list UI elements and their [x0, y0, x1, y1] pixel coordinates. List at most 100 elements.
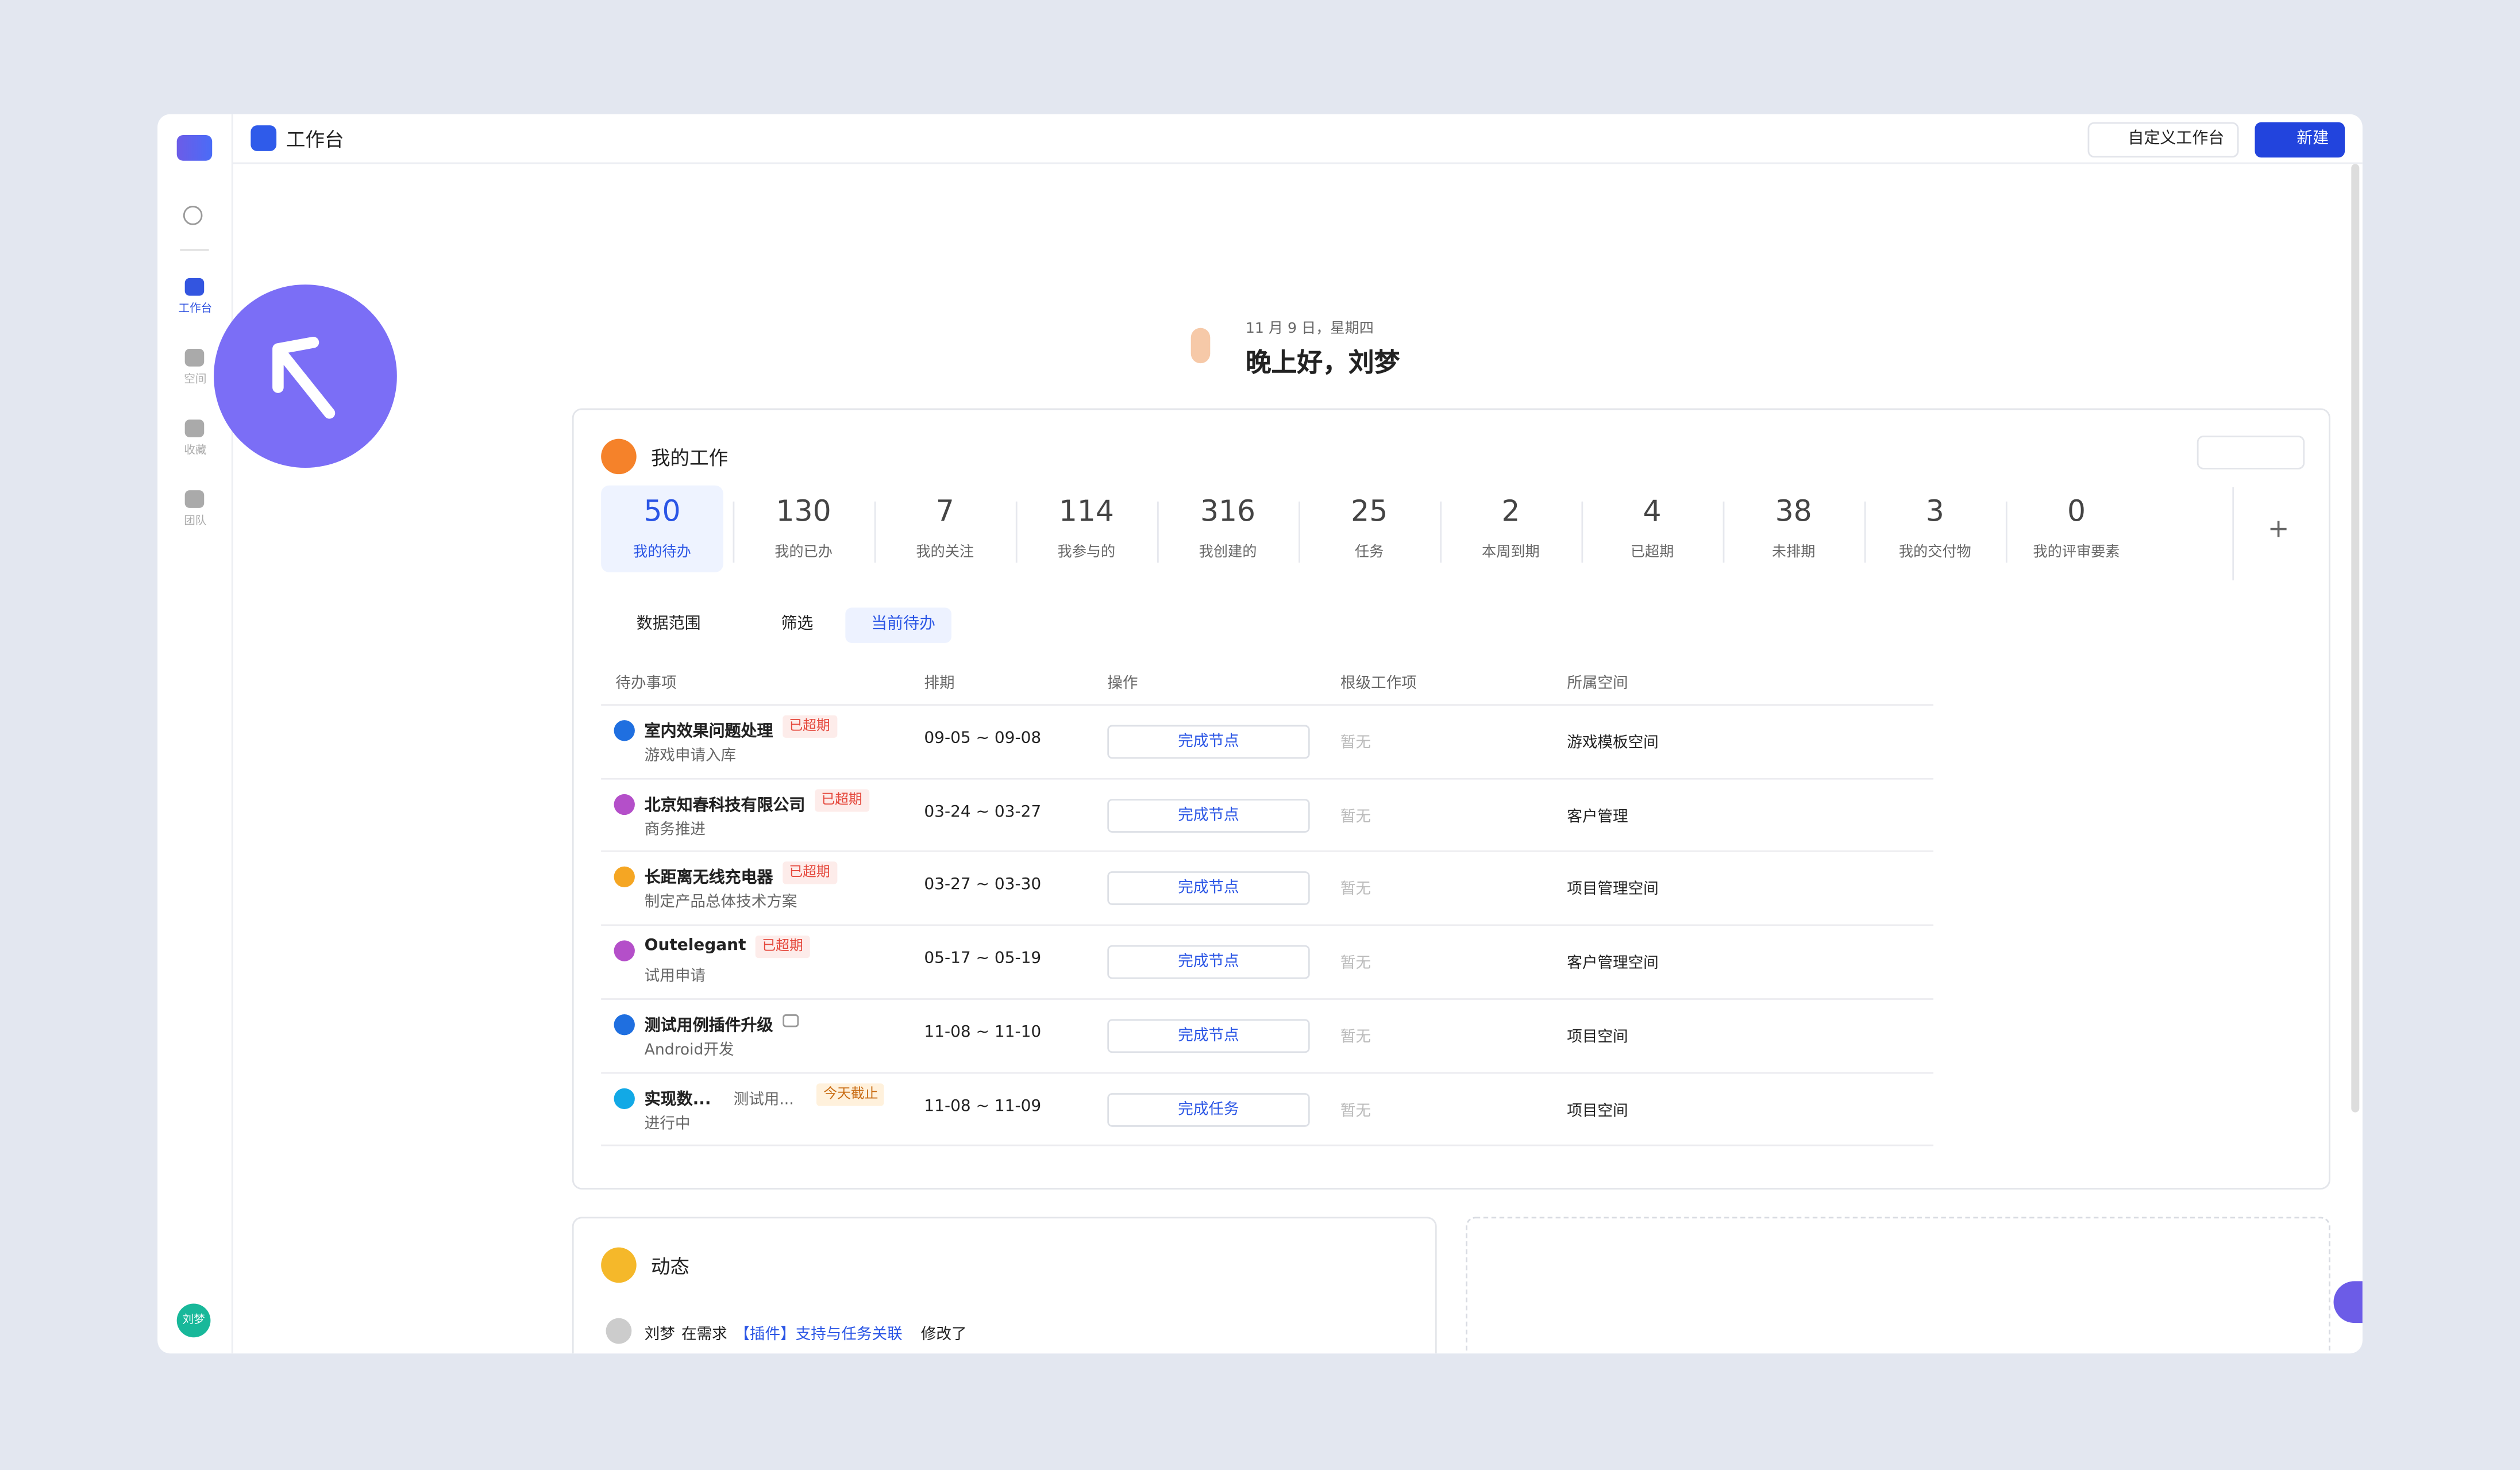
stat-tile[interactable]: 114 我参与的 [1026, 486, 1148, 572]
logo [176, 134, 213, 161]
arrow [272, 337, 336, 419]
nav-label[interactable]: 收藏 [184, 444, 207, 457]
comment-icon [783, 1014, 799, 1027]
row-divider [601, 924, 1934, 926]
stat-value: 316 [1200, 495, 1256, 529]
item-title: 测试用例插件升级 [644, 1017, 773, 1035]
activity-card: 动态刘梦在需求【插件】支持与任务关联修改了编辑了“iOS估分排期”节点子任务：“… [572, 1217, 1437, 1354]
stat-tile[interactable]: 0 我的评审要素 [2016, 486, 2138, 572]
nav-label[interactable]: 工作台 [178, 302, 213, 315]
stat-tile[interactable]: 3 我的交付物 [1874, 486, 1997, 572]
stat-value: 4 [1643, 495, 1662, 529]
todo-row[interactable]: 实现数... 测试用... 今天截止 进行中 11-08 ~ 11-09 完成任务 暂无 项目… [601, 1071, 1933, 1144]
stat-label: 我创建的 [1199, 545, 1257, 561]
action-button[interactable]: 完成节点 [1107, 725, 1310, 759]
activity-verb: 修改了 [920, 1326, 967, 1344]
stat-tile[interactable]: 7 我的关注 [884, 486, 1006, 572]
action-button[interactable]: 完成节点 [1107, 1018, 1310, 1053]
stat-value: 114 [1058, 495, 1114, 529]
stat-label: 任务 [1354, 545, 1384, 561]
stat-divider [1015, 501, 1018, 563]
activity-link[interactable]: 【插件】支持与任务关联 [734, 1326, 903, 1344]
stat-tile[interactable]: 38 未排期 [1732, 486, 1855, 572]
create-button[interactable]: 新建 [2255, 122, 2345, 158]
help-button[interactable]: 帮助 [2333, 1281, 2363, 1323]
item-subtitle: 进行中 [644, 1114, 691, 1133]
todo-row[interactable]: Outelegant 已超期 试用申请 05-17 ~ 05-19 完成节点 暂无 客户管理… [601, 925, 1933, 997]
stat-tile[interactable]: 4 已超期 [1591, 486, 1713, 572]
filter-button[interactable]: 筛选 [781, 615, 814, 634]
item-subtitle: 游戏申请入库 [644, 747, 737, 765]
stat-divider [733, 501, 735, 563]
window: 工作台 空间 收藏 团队 刘梦 工作台 自定义工作台 新建 11 月 9 日，星期四 晚上好，… [157, 114, 2363, 1354]
stat-divider [2005, 501, 2007, 563]
item-icon [614, 867, 635, 888]
item-schedule: 03-24 ~ 03-27 [924, 803, 1042, 821]
empty-card: 你可以从右上角的“自定义工作台”添加卡片 [1466, 1217, 2330, 1354]
nav-icon[interactable] [184, 420, 205, 437]
customize-button[interactable]: 自定义工作台 [2087, 122, 2239, 158]
column-header: 待办事项 [615, 675, 677, 693]
item-subtitle: 制定产品总体技术方案 [644, 894, 797, 913]
filter-scope[interactable]: 数据范围 [636, 615, 701, 634]
filter-current[interactable]: 当前待办 [845, 607, 951, 643]
nav-icon[interactable] [184, 278, 205, 296]
column-header: 所属空间 [1567, 675, 1628, 693]
nav-icon[interactable] [184, 490, 205, 508]
add-stat[interactable]: + [2267, 513, 2290, 544]
item-tag: 已超期 [815, 788, 869, 811]
action-button[interactable]: 完成节点 [1107, 798, 1310, 833]
greeting-icon [1190, 328, 1211, 364]
stat-label: 未排期 [1771, 545, 1816, 561]
action-button[interactable]: 完成任务 [1107, 1092, 1310, 1126]
stat-divider [1157, 501, 1159, 563]
item-space: 客户管理空间 [1567, 955, 1659, 973]
search-icon[interactable] [183, 206, 203, 225]
row-divider [601, 998, 1934, 1000]
todo-row[interactable]: 长距离无线充电器 已超期 制定产品总体技术方案 03-27 ~ 03-30 完成节点 暂无… [601, 851, 1933, 923]
stat-tile[interactable]: 130 我的已办 [742, 486, 865, 572]
item-space: 游戏模板空间 [1567, 734, 1659, 753]
stat-label: 已超期 [1630, 545, 1674, 561]
nav-label[interactable]: 团队 [184, 514, 207, 528]
todo-row[interactable]: 测试用例插件升级 Android开发 11-08 ~ 11-10 完成节点 暂无 项目空间 [601, 998, 1933, 1070]
item-schedule: 11-08 ~ 11-09 [924, 1097, 1042, 1115]
action-button[interactable]: 完成节点 [1107, 872, 1310, 906]
item-space: 项目空间 [1567, 1028, 1628, 1046]
cursor-badge [214, 284, 397, 468]
stat-label: 本周到期 [1481, 545, 1540, 561]
stat-divider [1723, 501, 1725, 563]
stat-label: 我的待办 [633, 545, 691, 561]
stat-tile[interactable]: 316 我创建的 [1167, 486, 1289, 572]
stat-value: 3 [1925, 495, 1944, 529]
item-tag: 今天截止 [817, 1082, 885, 1106]
nav-label[interactable]: 空间 [184, 372, 207, 386]
action-button[interactable]: 完成节点 [1107, 945, 1310, 979]
item-tag: 已超期 [756, 936, 810, 959]
row-divider [601, 777, 1934, 779]
scrollbar [2351, 164, 2360, 1113]
card-tools[interactable] [2197, 436, 2305, 470]
home-icon [251, 125, 277, 151]
item-root: 暂无 [1340, 808, 1371, 826]
stat-value: 25 [1351, 495, 1388, 529]
stat-value: 7 [935, 495, 954, 529]
page-title: 工作台 [286, 128, 344, 151]
item-title: 长距离无线充电器 [644, 870, 773, 888]
item-title: Outelegant [644, 937, 746, 955]
todo-row[interactable]: 室内效果问题处理 已超期 游戏申请入库 09-05 ~ 09-08 完成节点 暂无 游戏模板… [601, 704, 1933, 776]
item-title: 室内效果问题处理 [644, 723, 773, 741]
card-icon [601, 1247, 637, 1283]
stat-divider [1864, 501, 1866, 563]
item-root: 暂无 [1340, 1028, 1371, 1046]
todo-row[interactable]: 北京知春科技有限公司 已超期 商务推进 03-24 ~ 03-27 完成节点 暂无 客户管理 [601, 778, 1933, 850]
stat-divider [1298, 501, 1300, 563]
item-title: 实现数... [644, 1090, 711, 1109]
stat-tile[interactable]: 25 任务 [1308, 486, 1431, 572]
stat-tile[interactable]: 50 我的待办 [601, 485, 723, 572]
nav-icon[interactable] [184, 348, 205, 367]
stat-tile[interactable]: 2 本周到期 [1450, 486, 1572, 572]
stat-divider [1440, 501, 1442, 563]
card-icon [601, 438, 637, 475]
avatar[interactable]: 刘梦 [176, 1303, 211, 1338]
